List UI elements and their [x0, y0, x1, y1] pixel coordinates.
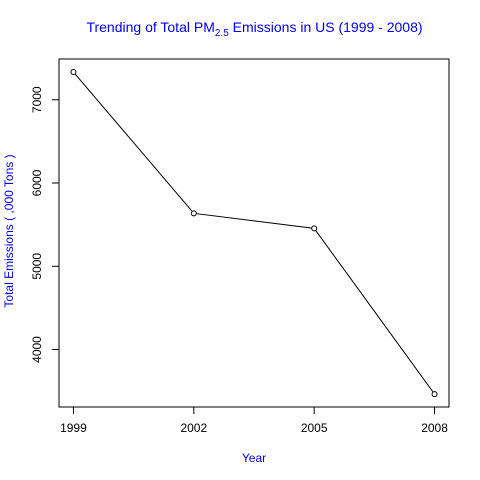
series-line	[73, 71, 435, 395]
data-point	[190, 210, 197, 217]
x-tick-label: 2008	[421, 421, 448, 435]
plot-area-frame	[58, 58, 450, 408]
chart-title: Trending of Total PM2.5 Emissions in US …	[86, 19, 422, 39]
chart-title-prefix: Trending of Total PM	[86, 19, 214, 35]
x-tick-label: 2002	[180, 421, 207, 435]
chart-title-subscript: 2.5	[215, 28, 229, 39]
x-axis: 1999 2002 2005 2008	[60, 406, 448, 435]
y-tick-label: 7000	[30, 86, 44, 113]
y-tick-label: 4000	[30, 336, 44, 363]
y-tick-label: 6000	[30, 169, 44, 196]
data-point	[311, 225, 318, 232]
y-axis: 4000 5000 6000 7000	[30, 86, 60, 363]
data-point	[431, 391, 438, 398]
x-axis-title: Year	[242, 451, 266, 465]
y-tick-label: 5000	[30, 253, 44, 280]
data-point	[70, 69, 77, 76]
y-axis-title: Total Emissions ( ,000 Tons )	[2, 154, 16, 307]
series-layer	[70, 69, 438, 398]
x-tick-label: 1999	[60, 421, 87, 435]
x-tick-label: 2005	[301, 421, 328, 435]
chart-title-suffix: Emissions in US (1999 - 2008)	[229, 19, 423, 35]
